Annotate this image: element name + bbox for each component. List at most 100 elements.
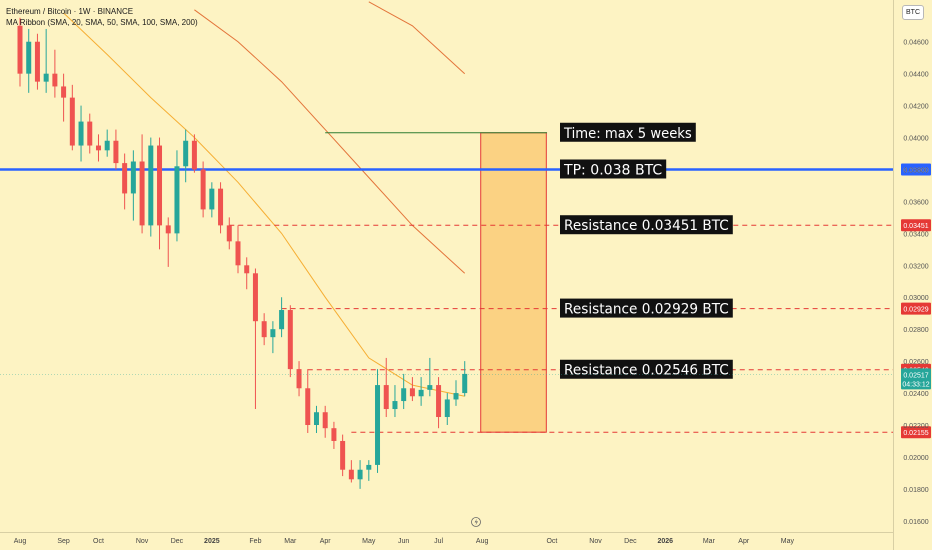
candle-body[interactable] (95, 145, 101, 151)
candle-body[interactable] (305, 388, 311, 426)
candle-body[interactable] (427, 385, 433, 390)
candle-body[interactable] (226, 225, 232, 242)
price-tick-label: 0.02800 (903, 327, 928, 334)
price-axis-panel[interactable] (893, 0, 932, 550)
candle-body[interactable] (130, 161, 136, 194)
candle-body[interactable] (331, 428, 337, 441)
time-tick-label: 2025 (204, 538, 220, 545)
candle-body[interactable] (122, 163, 128, 194)
time-tick-label: Feb (249, 538, 261, 545)
time-tick-label: Nov (589, 538, 602, 545)
price-tag-bg (901, 163, 931, 176)
candle-body[interactable] (43, 73, 49, 82)
candle-body[interactable] (235, 241, 241, 266)
candle-body[interactable] (261, 321, 267, 338)
candle-body[interactable] (270, 329, 276, 338)
candle-body[interactable] (17, 25, 23, 74)
candle-body[interactable] (418, 389, 424, 397)
candle-body[interactable] (436, 385, 442, 418)
indicator-params: (SMA, 20, SMA, 50, SMA, 100, SMA, 200) (47, 18, 198, 27)
candle-body[interactable] (453, 393, 459, 400)
candle-body[interactable] (357, 469, 363, 480)
candle-body[interactable] (392, 401, 398, 410)
time-tick-label: Nov (136, 538, 149, 545)
candle-body[interactable] (252, 273, 258, 322)
candle-body[interactable] (157, 145, 163, 226)
price-tick-label: 0.03000 (903, 295, 928, 302)
candle-body[interactable] (279, 310, 285, 330)
time-tick-label: Apr (738, 538, 750, 545)
candle-body[interactable] (104, 140, 110, 151)
candle-body[interactable] (174, 166, 180, 234)
candle-body[interactable] (87, 121, 93, 146)
currency-button[interactable]: BTC (902, 5, 924, 20)
annotation-label-bg (560, 359, 733, 379)
time-tick-label: Jul (434, 538, 443, 545)
candle-body[interactable] (165, 225, 171, 234)
candle-body[interactable] (444, 399, 450, 418)
time-tick-label: May (781, 538, 795, 545)
price-tick-label: 0.02400 (903, 391, 928, 398)
time-tick-label: Mar (703, 538, 716, 545)
candle-body[interactable] (366, 464, 372, 470)
price-tick-label: 0.04400 (903, 72, 928, 79)
annotation-label[interactable]: TP: 0.038 BTC (563, 162, 662, 178)
annotation-label[interactable]: Resistance 0.02546 BTC (564, 363, 729, 379)
time-tick-label: Mar (284, 538, 297, 545)
candle-body[interactable] (69, 97, 75, 146)
candle-body[interactable] (383, 385, 389, 410)
price-tick-label: 0.03200 (903, 263, 928, 270)
annotation-label[interactable]: Resistance 0.02929 BTC (564, 302, 729, 318)
candle-body[interactable] (113, 140, 119, 164)
time-tick-label: Dec (624, 538, 637, 545)
time-target-box[interactable] (480, 132, 547, 433)
price-tag: 0.02929 (903, 307, 928, 314)
candle-body[interactable] (322, 412, 328, 429)
candle-body[interactable] (61, 86, 67, 98)
symbol-title: Ethereum / Bitcoin · 1W · BINANCE (6, 7, 134, 16)
candle-body[interactable] (209, 188, 215, 210)
candle-body[interactable] (287, 310, 293, 370)
candle-body[interactable] (139, 161, 145, 226)
price-tick-label: 0.01800 (903, 487, 928, 494)
time-tick-label: 2026 (657, 538, 673, 545)
price-tick-label: 0.01600 (903, 519, 928, 526)
candle-body[interactable] (348, 469, 354, 480)
candle-body[interactable] (462, 373, 468, 394)
candle-body[interactable] (313, 412, 319, 426)
candle-body[interactable] (401, 388, 407, 402)
bar-countdown: 04:33:12 (902, 381, 929, 388)
price-tick-label: 0.04200 (903, 104, 928, 111)
candle-body[interactable] (148, 145, 154, 226)
candle-body[interactable] (296, 369, 302, 389)
lightning-icon[interactable] (471, 517, 481, 527)
candle-body[interactable] (183, 140, 189, 167)
candle-body[interactable] (375, 385, 381, 465)
candle-body[interactable] (78, 121, 84, 146)
candle-body[interactable] (34, 41, 40, 82)
price-tag-bg (901, 219, 931, 232)
indicator-legend[interactable]: MA Ribbon (SMA, 20, SMA, 50, SMA, 100, S… (6, 18, 198, 27)
candle-body[interactable] (200, 169, 206, 210)
price-tag-bg (901, 426, 931, 439)
price-tick-label: 0.04600 (903, 40, 928, 47)
annotation-label[interactable]: Resistance 0.03451 BTC (564, 218, 729, 234)
candle-body[interactable] (409, 388, 415, 397)
candle-body[interactable] (52, 73, 58, 87)
time-tick-label: Aug (476, 538, 489, 545)
price-tag: 0.02155 (903, 430, 928, 437)
candle-body[interactable] (26, 41, 32, 74)
candle-body[interactable] (218, 188, 224, 226)
candle-body[interactable] (340, 440, 346, 470)
annotation-label[interactable]: Time: max 5 weeks (563, 126, 692, 142)
time-tick-label: Apr (320, 538, 332, 545)
last-price-tag-bg (901, 368, 931, 390)
lightning-icon-glyph (474, 518, 478, 526)
annotation-label-bg (560, 215, 733, 235)
candle-body[interactable] (244, 265, 250, 274)
ma-line-ma20 (63, 12, 465, 397)
candle-body[interactable] (191, 140, 197, 170)
time-tick-label: Sep (57, 538, 70, 545)
